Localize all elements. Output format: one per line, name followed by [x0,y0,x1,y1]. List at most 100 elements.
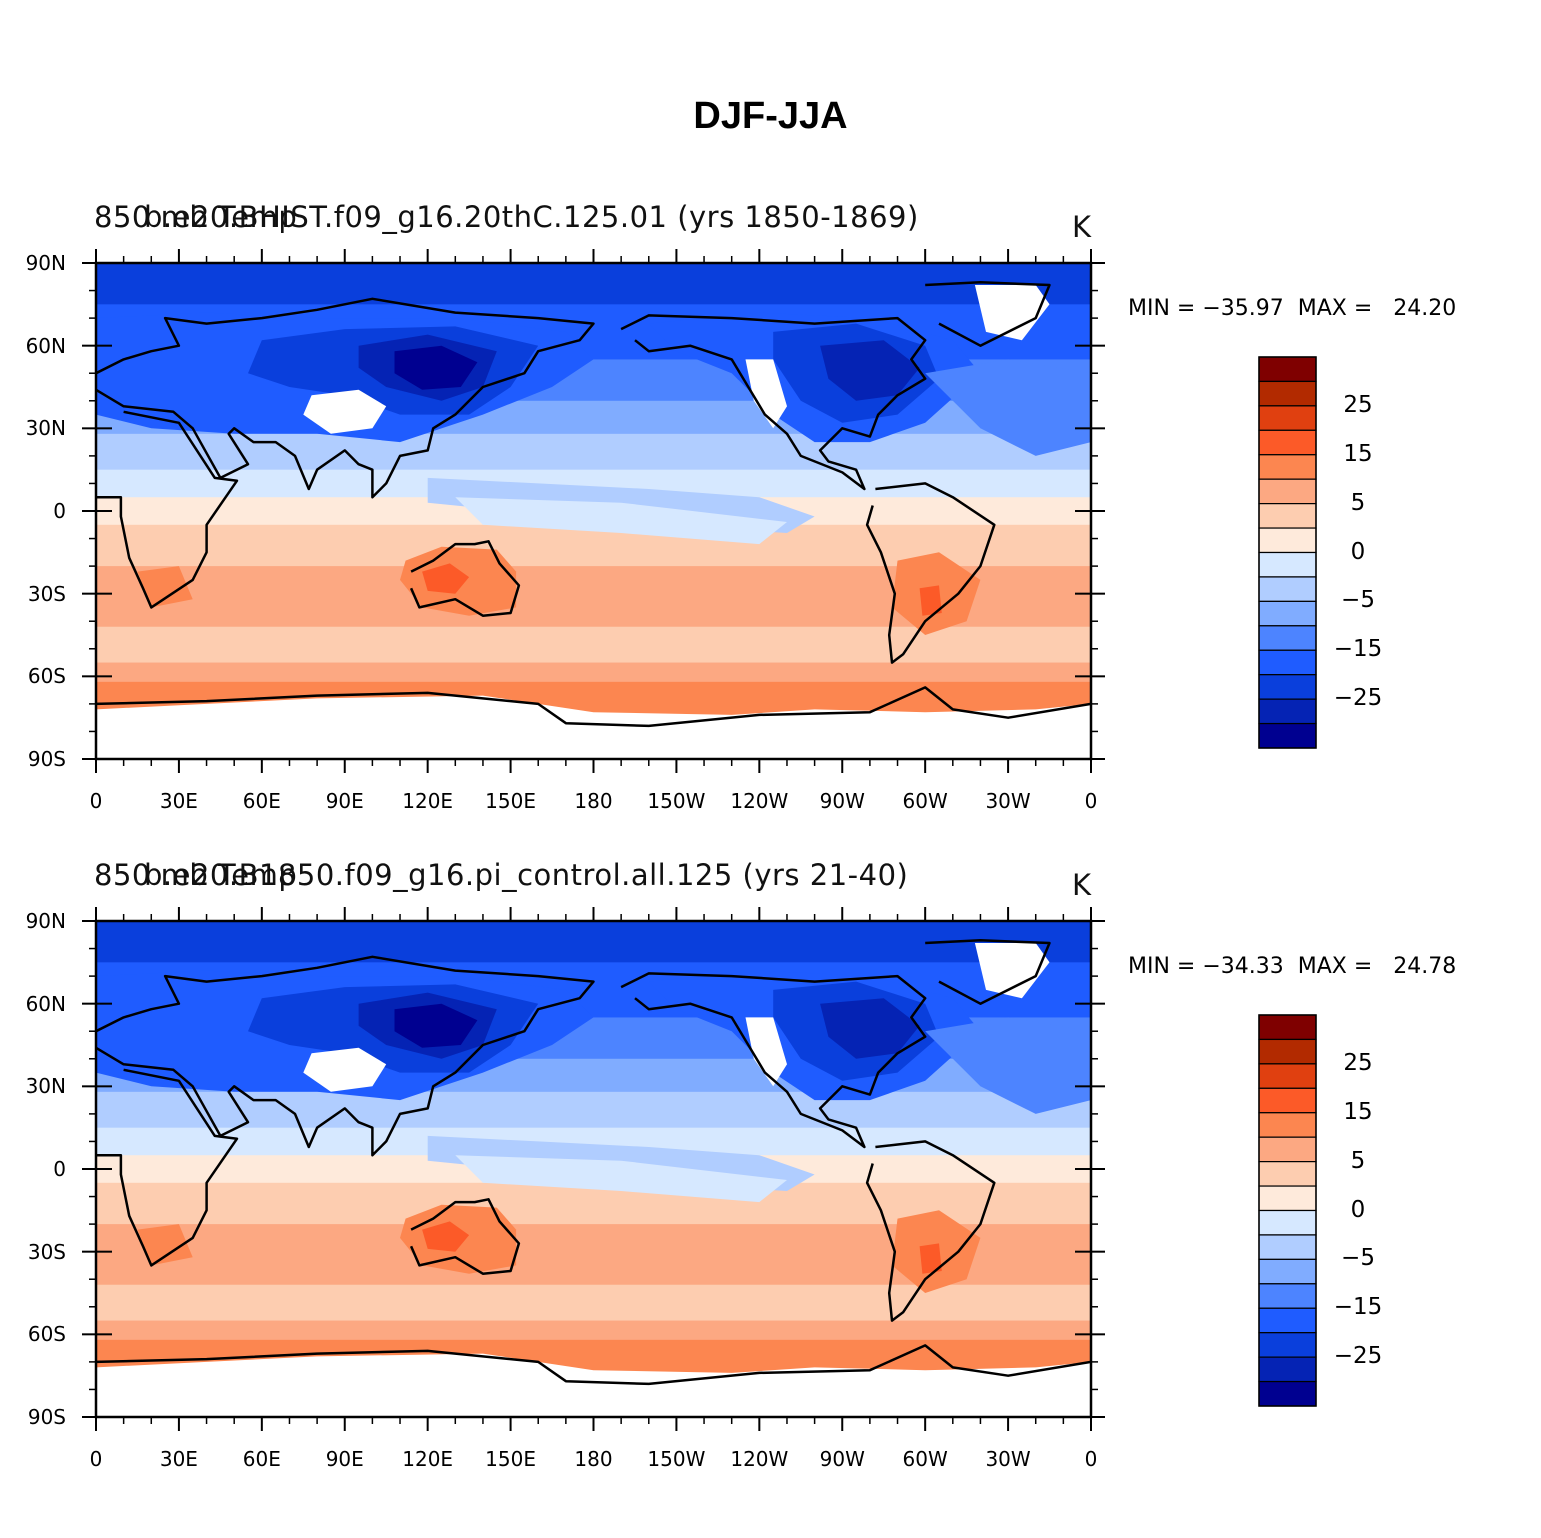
lon-tick-label: 30E [159,789,198,813]
lon-tick-label: 30W [985,1447,1031,1471]
contour-region [925,1017,1091,1114]
colorbar-label: −5 [1341,1245,1375,1272]
figure-title: DJF-JJA [693,95,848,137]
contour-region [455,1155,787,1203]
missing-data-region [745,1017,787,1087]
lat-tick-label: 0 [53,499,66,523]
lon-tick-label: 120E [402,789,454,813]
lon-tick-label: 0 [89,1447,103,1471]
lon-tick-label: 180 [574,789,613,813]
missing-data-region [303,1047,387,1092]
lon-tick-label: 180 [574,1447,613,1471]
colorbar-box [1258,551,1317,578]
lon-tick-label: 120W [730,789,789,813]
lon-tick-label: 90W [819,789,865,813]
missing-data-region [745,359,787,429]
colorbar-box [1258,356,1317,383]
map-panel-upper: 90N 60N 30N 0 30S 60S 90S 0 30E 60E 90E 120E 150E 180… [0,0,1541,813]
colorbar-box [1258,1185,1317,1212]
panel-case-label: b.e20.B1850.f09_g16.pi_control.all.125 (… [144,858,909,892]
lon-tick-label: 30W [985,789,1031,813]
colorbar-box [1258,503,1317,529]
lat-tick-label: 30N [25,416,66,441]
contour-region [137,1224,193,1266]
colorbar-label: 25 [1343,391,1373,418]
lat-tick-label: 0 [53,1157,66,1181]
colorbar-label: 15 [1343,1098,1373,1125]
colorbar-box [1258,1136,1317,1163]
panel-units-label: K [1072,868,1092,902]
colorbar-label: −25 [1333,685,1383,712]
lat-tick-label: 60S [27,664,66,689]
coastline [925,939,1051,1005]
panel-units-label: K [1072,210,1092,244]
min-max-label: MIN = −34.33 MAX = 24.78 [1128,954,1457,979]
lon-tick-label: 150W [647,789,706,813]
lon-tick-label: 60W [902,1447,948,1471]
colorbar-label: 5 [1350,489,1366,516]
coastline [96,686,1091,728]
lon-tick-label: 0 [1084,1447,1098,1471]
coastline [96,1344,1091,1386]
colorbar-label: −25 [1333,1343,1383,1370]
contour-region [919,585,942,616]
coastline [96,1068,239,1267]
lat-tick-label: 60S [27,1322,66,1347]
coastline [925,281,1051,347]
panel-case-label: b.e20.BHIST.f09_g16.20thC.125.01 (yrs 18… [144,200,919,234]
map-panel-lower: 90N 60N 30N 0 30S 60S 90S 0 30E 60E 90E 120E 150E 180… [0,658,1541,1471]
lon-tick-label: 120W [730,1447,789,1471]
colorbar-label: 25 [1343,1049,1373,1076]
contour-region [925,359,1091,456]
lon-tick-label: 60E [242,789,281,813]
lon-tick-label: 120E [402,1447,454,1471]
coastline [620,972,927,1149]
colorbar-label: 0 [1350,1196,1366,1223]
colorbar-box [1258,454,1317,480]
colorbar-box [1258,1356,1317,1383]
colorbar-box [1258,1332,1317,1358]
map-svg [82,249,1317,773]
colorbar-box [1258,1014,1317,1041]
map-svg [82,907,1317,1431]
colorbar-label: −5 [1341,587,1375,614]
contour-band [96,1320,1091,1341]
missing-data-region [96,695,1091,759]
coastline [96,410,239,609]
lon-tick-label: 90E [325,1447,364,1471]
lon-tick-label: 0 [1084,789,1098,813]
contour-band [96,1284,1091,1322]
missing-data-region [303,389,387,434]
contour-region [820,340,920,401]
missing-data-region [96,1353,1091,1417]
colorbar-box [1258,1380,1317,1407]
colorbar-label: 5 [1350,1147,1366,1174]
lon-tick-label: 60W [902,789,948,813]
colorbar-label: −15 [1333,1294,1383,1321]
lon-tick-label: 150W [647,1447,706,1471]
lat-tick-label: 60N [25,333,66,358]
contour-region [820,998,920,1059]
temperature-field [96,263,1091,759]
lat-tick-label: 90S [27,747,66,771]
lat-tick-label: 30S [27,1239,66,1264]
panel-left-label: 850 mb Temp [94,858,298,892]
temperature-field [96,921,1091,1417]
contour-region [394,1003,478,1048]
contour-band [96,662,1091,683]
lat-tick-label: 90S [27,1405,66,1429]
coastline [865,1140,996,1322]
colorbar-box [1258,1063,1317,1089]
coastline [620,314,927,491]
colorbar-box [1258,1234,1317,1260]
colorbar-box [1258,429,1317,456]
min-max-label: MIN = −35.97 MAX = 24.20 [1128,296,1457,321]
panel-left-label: 850 mb Temp [94,200,298,234]
colorbar-label: 0 [1350,538,1366,565]
colorbar-box [1258,625,1317,651]
colorbar-box [1258,1283,1317,1309]
lon-tick-label: 30E [159,1447,198,1471]
coastline [96,297,595,499]
lon-tick-label: 150E [485,789,536,813]
colorbar-box [1258,1112,1317,1138]
